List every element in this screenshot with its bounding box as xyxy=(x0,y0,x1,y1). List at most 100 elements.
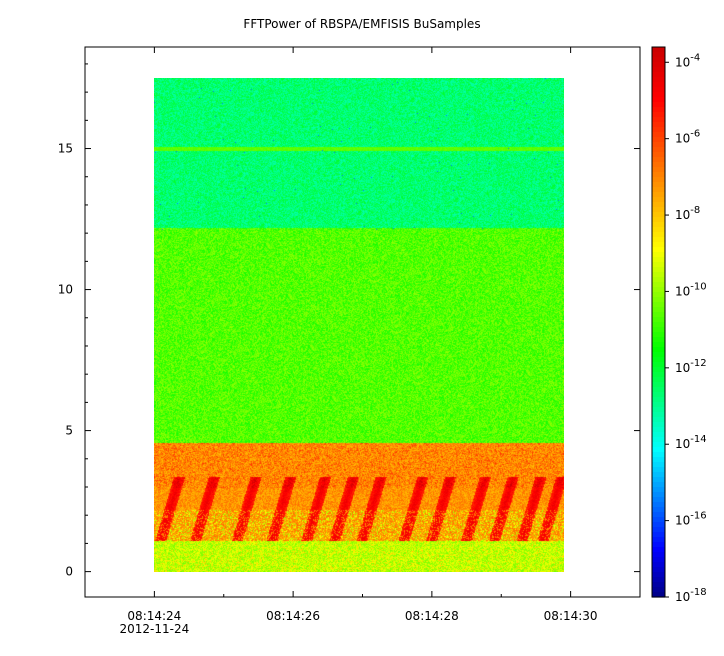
colorbar-band xyxy=(652,462,665,468)
colorbar-tick-label: 10-10 xyxy=(675,281,707,298)
colorbar-band xyxy=(652,472,665,478)
colorbar-band xyxy=(652,132,665,138)
colorbar-band xyxy=(652,87,665,93)
colorbar-band xyxy=(652,532,665,538)
spectrogram-image xyxy=(154,78,564,572)
colorbar-band xyxy=(652,447,665,453)
colorbar-band xyxy=(652,302,665,308)
colorbar-band xyxy=(652,77,665,83)
colorbar-band xyxy=(652,587,665,593)
colorbar-band xyxy=(652,392,665,398)
colorbar-band xyxy=(652,457,665,463)
colorbar-band xyxy=(652,117,665,123)
y-tick-label: 15 xyxy=(58,142,73,156)
colorbar-frame xyxy=(651,46,666,598)
colorbar-band xyxy=(652,282,665,288)
colorbar-band xyxy=(652,267,665,273)
colorbar-band xyxy=(652,382,665,388)
colorbar-band xyxy=(652,297,665,303)
colorbar-band xyxy=(652,562,665,568)
colorbar-band xyxy=(652,237,665,243)
colorbar-band xyxy=(652,527,665,533)
colorbar-band xyxy=(652,437,665,443)
colorbar-tick-label: 10-8 xyxy=(675,205,700,222)
colorbar-band xyxy=(652,262,665,268)
colorbar-band xyxy=(652,477,665,483)
colorbar-tick-label: 10-18 xyxy=(675,587,707,604)
colorbar-band xyxy=(652,422,665,428)
colorbar-band xyxy=(652,242,665,248)
colorbar-band xyxy=(652,67,665,73)
colorbar-band xyxy=(652,442,665,448)
colorbar-band xyxy=(652,72,665,78)
colorbar-band xyxy=(652,227,665,233)
colorbar-band xyxy=(652,327,665,333)
colorbar-band xyxy=(652,252,665,258)
y-tick-label: 0 xyxy=(65,565,73,579)
x-tick-date-label: 2012-11-24 xyxy=(120,622,190,636)
colorbar-band xyxy=(652,577,665,583)
colorbar-band xyxy=(652,557,665,563)
colorbar-band xyxy=(652,52,665,58)
colorbar-band xyxy=(652,367,665,373)
colorbar-band xyxy=(652,537,665,543)
colorbar-band xyxy=(652,212,665,218)
colorbar-band xyxy=(652,547,665,553)
colorbar-tick-label: 10-6 xyxy=(675,129,700,146)
x-tick-label: 08:14:28 xyxy=(405,609,459,623)
colorbar-band xyxy=(652,167,665,173)
colorbar-band xyxy=(652,277,665,283)
colorbar-band xyxy=(652,137,665,143)
colorbar-band xyxy=(652,112,665,118)
colorbar-band xyxy=(652,407,665,413)
colorbar-band xyxy=(652,357,665,363)
colorbar-band xyxy=(652,572,665,578)
colorbar-band xyxy=(652,482,665,488)
colorbar-band xyxy=(652,592,665,598)
colorbar-band xyxy=(652,312,665,318)
colorbar-band xyxy=(652,512,665,518)
colorbar-band xyxy=(652,372,665,378)
colorbar-band xyxy=(652,222,665,228)
colorbar-band xyxy=(652,517,665,523)
colorbar-band xyxy=(652,122,665,128)
colorbar-band xyxy=(652,362,665,368)
x-tick-label: 08:14:30 xyxy=(544,609,598,623)
colorbar-band xyxy=(652,217,665,223)
colorbar-band xyxy=(652,152,665,158)
colorbar-band xyxy=(652,197,665,203)
x-tick-label: 08:14:24 xyxy=(127,609,181,623)
colorbar-band xyxy=(652,567,665,573)
colorbar-band xyxy=(652,47,665,53)
colorbar-band xyxy=(652,452,665,458)
colorbar-band xyxy=(652,147,665,153)
colorbar-band xyxy=(652,272,665,278)
colorbar-band xyxy=(652,172,665,178)
colorbar-band xyxy=(652,337,665,343)
colorbar-band xyxy=(652,542,665,548)
colorbar-band xyxy=(652,62,665,68)
colorbar-band xyxy=(652,552,665,558)
colorbar-band xyxy=(652,417,665,423)
colorbar-band xyxy=(652,502,665,508)
x-tick-label: 08:14:26 xyxy=(266,609,320,623)
colorbar-band xyxy=(652,82,665,88)
colorbar-band xyxy=(652,292,665,298)
colorbar-band xyxy=(652,187,665,193)
colorbar-band xyxy=(652,92,665,98)
colorbar-band xyxy=(652,332,665,338)
colorbar-band xyxy=(652,397,665,403)
colorbar-band xyxy=(652,412,665,418)
colorbar-band xyxy=(652,177,665,183)
colorbar-band xyxy=(652,232,665,238)
colorbar-band xyxy=(652,157,665,163)
colorbar-band xyxy=(652,522,665,528)
colorbar-band xyxy=(652,582,665,588)
colorbar-tick-label: 10-4 xyxy=(675,52,700,69)
colorbar-band xyxy=(652,347,665,353)
colorbar-band xyxy=(652,387,665,393)
colorbar-band xyxy=(652,492,665,498)
chart-title: FFTPower of RBSPA/EMFISIS BuSamples xyxy=(243,17,481,31)
colorbar-band xyxy=(652,127,665,133)
